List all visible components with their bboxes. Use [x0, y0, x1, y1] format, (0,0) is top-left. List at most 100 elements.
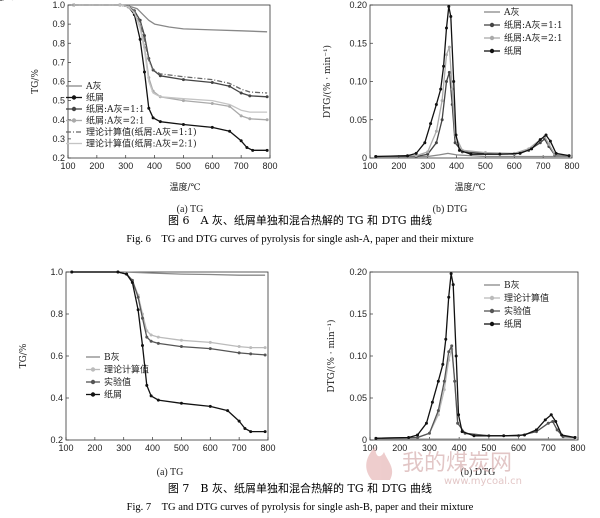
y-tick-label: 0.20	[349, 267, 367, 277]
y-tick-label: 1.0	[52, 0, 65, 10]
x-tick-label: 800	[262, 161, 277, 171]
fig6-caption-zh: 图 6 A 灰、纸屑单独和混合热解的 TG 和 DTG 曲线	[168, 213, 432, 227]
data-point	[483, 151, 487, 155]
data-point	[140, 316, 144, 320]
data-point	[436, 409, 440, 413]
data-point	[567, 154, 571, 158]
legend-entry: 实验值	[504, 305, 531, 317]
y-tick-label: 0.10	[349, 351, 367, 361]
y-tick-label: 0.9	[52, 19, 65, 29]
legend-marker	[489, 308, 495, 314]
data-point	[263, 430, 267, 434]
fig7-caption-zh: 图 7 B 灰、纸屑单独和混合热解的 TG 和 DTG 曲线	[168, 481, 432, 495]
series-line	[71, 271, 266, 349]
data-point	[145, 335, 149, 339]
x-axis-label: 温度/℃	[169, 181, 200, 193]
data-point	[543, 418, 547, 422]
y-tick-label: 0.3	[52, 134, 65, 144]
data-point	[460, 430, 464, 434]
x-tick-label: 500	[174, 443, 189, 453]
data-point	[228, 104, 232, 108]
data-point	[573, 435, 577, 439]
chart-fig7a-tg: 100 200 300 400 500 600 700 800 0.2 0.4 0.6 0.8 1.0 温…	[0, 0, 276, 478]
data-point	[554, 151, 558, 155]
data-point	[249, 346, 253, 350]
data-point	[451, 283, 455, 287]
data-point	[416, 433, 420, 437]
watermark: 我的煤炭网 www.mycoal.cn	[366, 446, 522, 487]
data-point	[429, 122, 433, 126]
y-tick-label: 0.20	[349, 0, 367, 10]
data-point	[538, 138, 542, 142]
data-point	[457, 413, 461, 417]
x-tick-label: 800	[564, 161, 579, 171]
x-tick-label: 300	[118, 161, 133, 171]
legend-marker	[71, 106, 77, 112]
y-tick-label: 0.10	[349, 77, 367, 87]
y-tick-label: 0.6	[52, 77, 65, 87]
data-point	[414, 154, 418, 158]
data-point	[263, 346, 267, 350]
data-point	[116, 270, 120, 274]
data-point	[560, 433, 564, 437]
chart-fig7b-dtg: 100 200 300 400 500 600 700 800 0 0.05 0.10 0.15 0.2…	[326, 267, 586, 478]
data-point	[156, 398, 160, 402]
data-point	[549, 413, 553, 417]
data-point	[440, 99, 444, 103]
x-tick-label: 700	[234, 161, 249, 171]
x-tick-label: 200	[89, 161, 104, 171]
data-point	[263, 353, 267, 357]
data-point	[181, 123, 185, 127]
data-point	[548, 139, 552, 143]
data-point	[149, 394, 153, 398]
data-point	[444, 26, 448, 30]
data-point	[447, 350, 451, 354]
chart-fig6a-tg: 100 200 300 400 500 600 700 800 0.2 0.3 0.4 0.5 0.6 0…	[31, 0, 278, 215]
y-tick-label: 0	[362, 435, 367, 445]
x-tick-label: 300	[422, 443, 437, 453]
chart-subtitle: (a) TG	[157, 467, 184, 478]
data-point	[265, 118, 269, 122]
legend-entry: 纸屑:A灰=2:1	[86, 115, 145, 127]
data-point	[181, 78, 185, 82]
data-point	[534, 428, 538, 432]
data-point	[158, 120, 162, 124]
watermark-url: www.mycoal.cn	[444, 476, 522, 487]
data-point	[441, 362, 445, 366]
legend-entry: 纸屑	[104, 389, 122, 401]
series-line	[71, 271, 266, 276]
data-point	[407, 435, 411, 439]
data-point	[450, 344, 454, 348]
data-point	[142, 70, 146, 74]
x-tick-label: 200	[392, 443, 407, 453]
x-tick-label: 200	[391, 161, 406, 171]
data-point	[450, 87, 454, 91]
data-point	[251, 148, 255, 152]
data-point	[444, 53, 448, 57]
data-point	[140, 344, 144, 347]
y-axis-label: DTG/(% · min⁻¹)	[322, 45, 333, 118]
x-tick-label: 600	[203, 443, 218, 453]
x-tick-label: 500	[478, 161, 493, 171]
x-tick-label: 100	[362, 443, 377, 453]
x-tick-label: 600	[511, 443, 526, 453]
data-point	[554, 420, 558, 424]
data-point	[138, 37, 142, 41]
data-point	[208, 347, 212, 351]
data-point	[454, 133, 458, 137]
data-point	[374, 436, 378, 440]
chart-fig6b-dtg: 100 200 300 400 500 600 700 800 0 0.05 0.10 0.15 0.2…	[322, 0, 580, 215]
data-point	[179, 338, 183, 342]
data-point	[444, 80, 448, 83]
chart-subtitle: (b) DTG	[461, 467, 496, 478]
y-tick-label: 0	[362, 153, 367, 163]
y-axis-label: TG/%	[19, 343, 29, 368]
legend-marker	[489, 295, 495, 301]
data-point	[210, 101, 214, 105]
data-point	[547, 142, 551, 146]
data-point	[239, 91, 243, 95]
data-point	[248, 117, 252, 121]
series-line	[375, 152, 570, 158]
legend-entry: 纸屑:A灰=1:1	[86, 103, 145, 115]
data-point	[136, 295, 140, 299]
